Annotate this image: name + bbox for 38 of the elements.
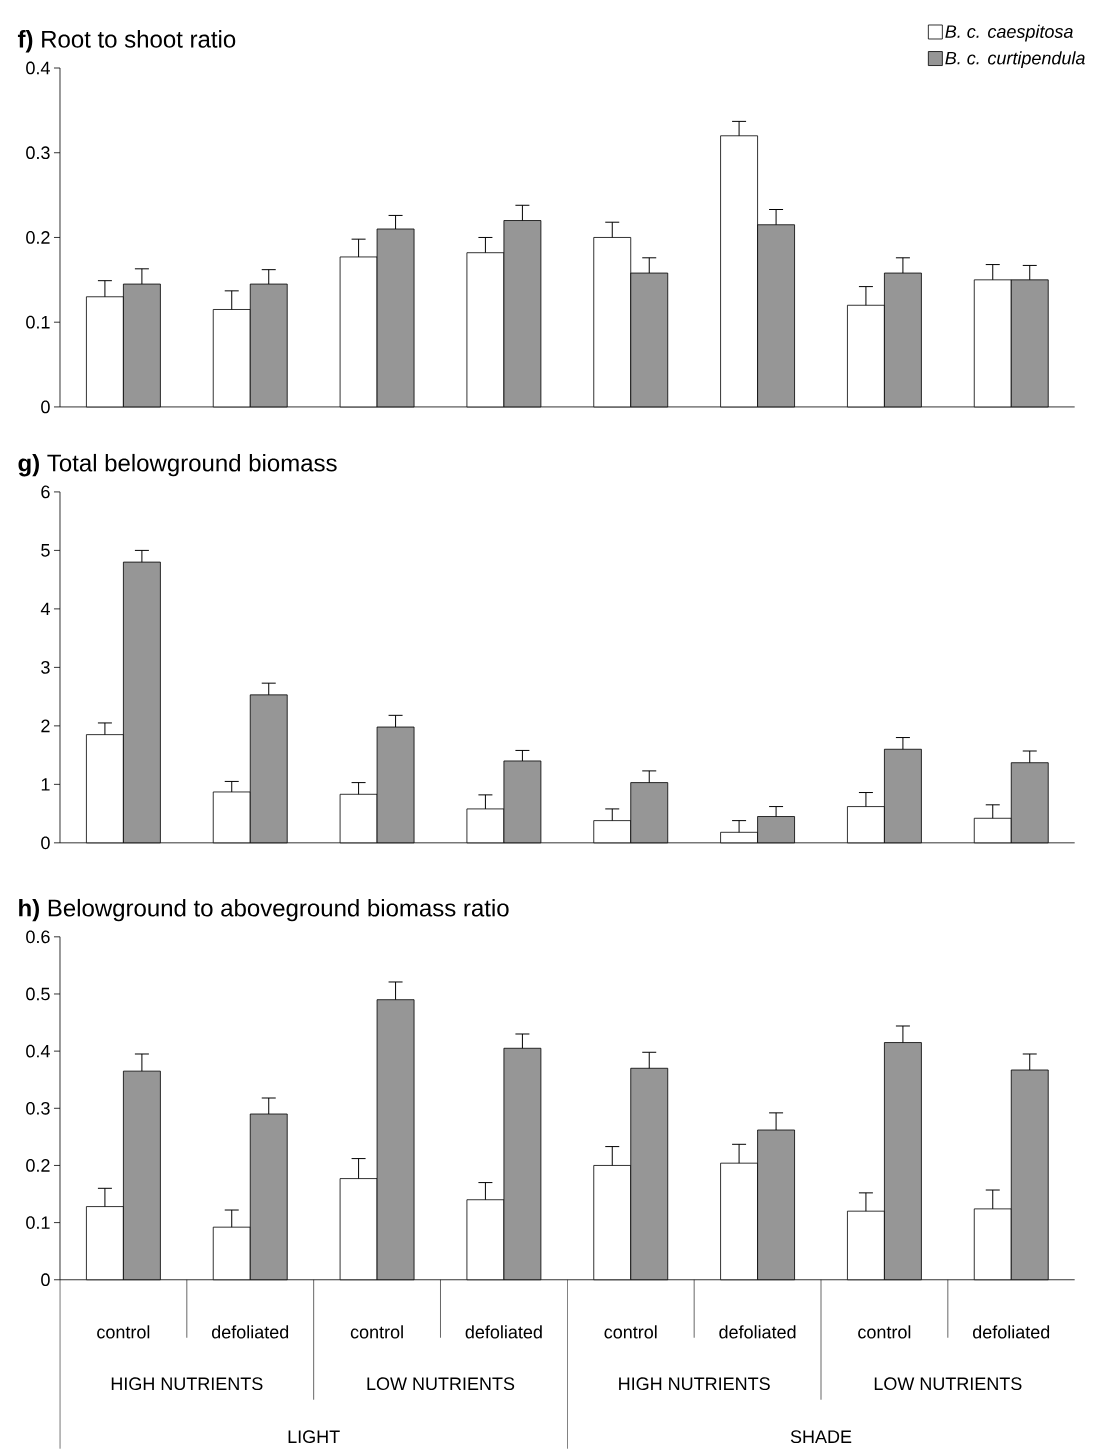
text: LIGHT [288, 1430, 340, 1444]
x-tick-label: defoliated [973, 1325, 1050, 1339]
chart-title: f) Root to shoot ratio [18, 30, 236, 53]
legend-label: B. c. caespitosa [945, 24, 1073, 42]
y-tick-label: 0.1 [26, 1216, 50, 1229]
chart-title: g) Total belowground biomass [18, 453, 337, 477]
y-tick-label: 0 [41, 836, 50, 850]
y-tick-label: 0.1 [26, 315, 50, 329]
chart-title: h) Belowground to aboveground biomass ratio [19, 898, 509, 922]
text: HIGH NUTRIENTS [111, 1377, 263, 1391]
y-tick-label: 0.4 [26, 61, 51, 75]
y-tick-label: 0.6 [26, 930, 50, 944]
x-tick-label: defoliated [719, 1325, 796, 1339]
y-tick-label: 5 [41, 544, 50, 557]
y-tick-label: 1 [41, 778, 50, 791]
text: SHADE [790, 1430, 852, 1444]
x-tick-label: control [97, 1325, 150, 1339]
y-tick-label: 2 [41, 719, 50, 733]
x-tick-label: defoliated [212, 1325, 289, 1339]
y-tick-label: 0.3 [26, 1101, 50, 1115]
y-tick-label: 6 [41, 485, 50, 499]
y-tick-label: 0.2 [26, 1159, 50, 1172]
y-tick-label: 0.4 [26, 1044, 51, 1058]
y-tick-label: 0 [41, 1273, 50, 1287]
y-tick-label: 0.5 [26, 987, 50, 1001]
y-tick-label: 4 [40, 602, 51, 616]
x-tick-label: defoliated [465, 1325, 542, 1339]
y-tick-label: 0 [41, 400, 50, 414]
x-tick-label: control [858, 1325, 911, 1339]
text: LOW NUTRIENTS [367, 1377, 515, 1391]
y-tick-label: 3 [41, 661, 50, 674]
text: HIGH NUTRIENTS [619, 1377, 770, 1391]
x-tick-label: control [604, 1325, 657, 1339]
y-tick-label: 0.2 [26, 231, 50, 244]
y-tick-label: 0.3 [26, 146, 50, 160]
text: LOW NUTRIENTS [874, 1377, 1022, 1391]
legend-label: B. c. curtipendula [945, 51, 1085, 69]
x-tick-label: control [350, 1325, 403, 1339]
